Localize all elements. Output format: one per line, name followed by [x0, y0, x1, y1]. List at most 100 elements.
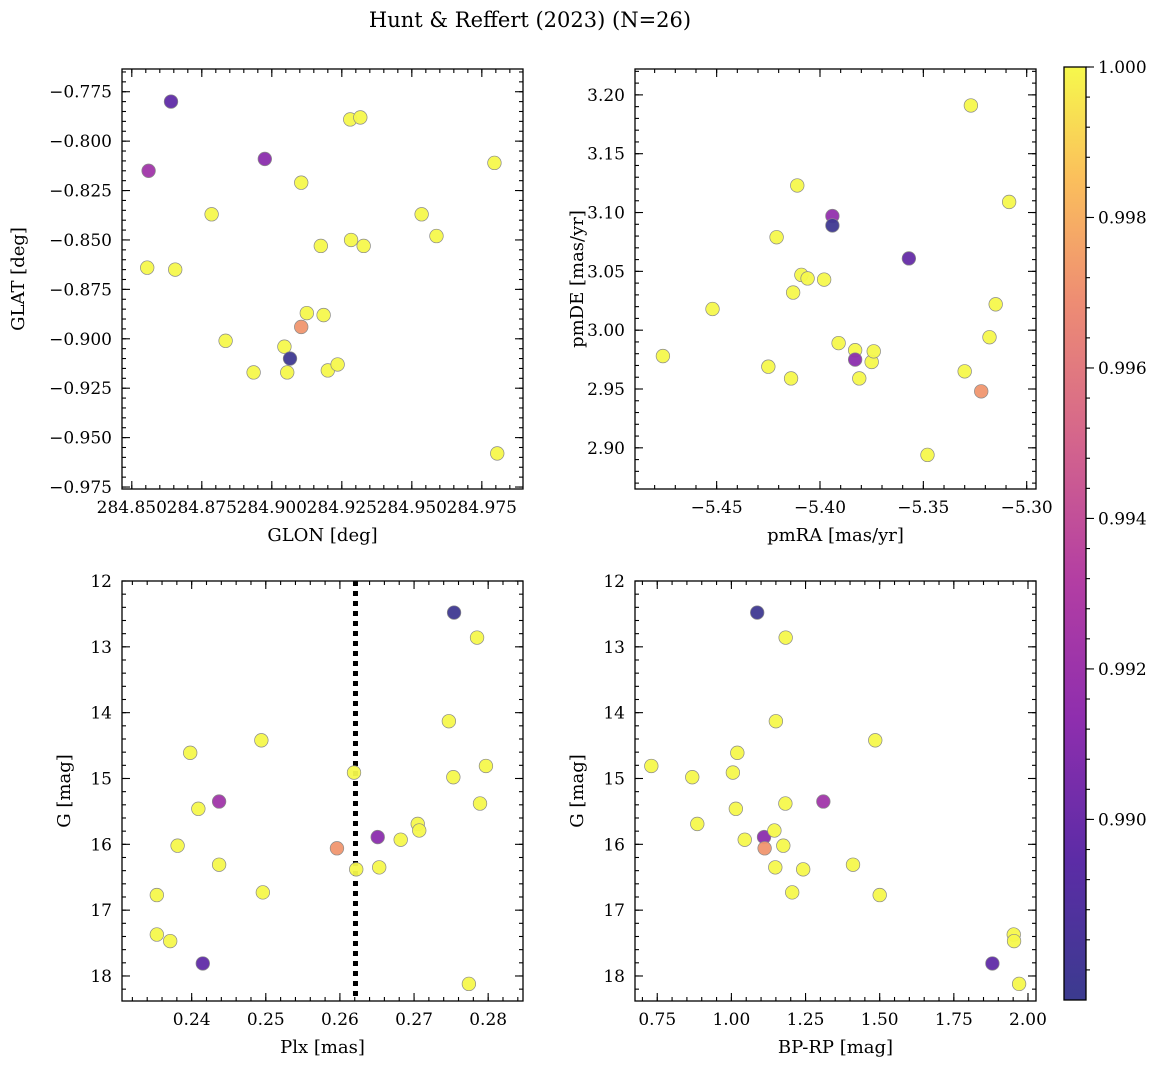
- scatter-point: [469, 630, 485, 645]
- x-tick-label: 0.75: [638, 1010, 676, 1030]
- scatter-point: [472, 796, 488, 811]
- y-tick-label: 18: [603, 967, 625, 987]
- scatter-point: [783, 371, 799, 386]
- scatter-point: [294, 319, 309, 335]
- scatter-point: [370, 829, 385, 845]
- scatter-point: [349, 862, 364, 877]
- colorbar-gradient: [1063, 66, 1087, 1001]
- scatter-point: [750, 605, 765, 620]
- y-tick-label: 2.95: [587, 380, 625, 400]
- scatter-point: [141, 163, 156, 178]
- x-tick-label: 284.950: [377, 498, 447, 518]
- scatter-point: [761, 359, 776, 374]
- scatter-point: [277, 339, 292, 354]
- x-tick-label: 0.24: [173, 1010, 211, 1030]
- scatter-point: [393, 832, 408, 847]
- scatter-point: [728, 801, 743, 816]
- scatter-point: [800, 271, 815, 286]
- colorbar-tick-label: 0.990: [1098, 810, 1147, 830]
- y-tick-label: 14: [90, 704, 112, 724]
- scatter-point: [329, 841, 345, 856]
- y-tick-label: −0.950: [49, 429, 112, 449]
- axes-frame: [121, 580, 524, 1002]
- scatter-point: [730, 745, 745, 760]
- scatter-point: [412, 823, 427, 838]
- scatter-point: [957, 364, 972, 379]
- scatter-point: [1001, 194, 1017, 210]
- y-tick-label: −0.875: [49, 280, 112, 300]
- scatter-point: [769, 230, 784, 245]
- scatter-point: [478, 758, 494, 774]
- scatter-point: [757, 841, 772, 856]
- scatter-point: [218, 333, 233, 348]
- scatter-point: [644, 758, 659, 774]
- scatter-point: [816, 272, 832, 287]
- y-tick-label: −0.975: [49, 478, 112, 498]
- colorbar-tick-label: 0.998: [1098, 208, 1147, 228]
- y-tick-label: 14: [603, 704, 625, 724]
- y-tick-label: 12: [603, 572, 625, 592]
- scatter-point: [776, 838, 791, 853]
- scatter-point: [211, 794, 227, 809]
- y-tick-label: 15: [603, 769, 625, 789]
- x-axis-label: pmRA [mas/yr]: [767, 525, 904, 546]
- scatter-point: [149, 927, 164, 942]
- y-tick-label: 18: [90, 967, 112, 987]
- scatter-point: [988, 297, 1003, 312]
- x-tick-label: 0.28: [469, 1010, 507, 1030]
- scatter-point: [1011, 976, 1027, 992]
- scatter-point: [163, 94, 179, 109]
- x-tick-label: −5.45: [691, 498, 743, 518]
- y-tick-label: 17: [603, 901, 625, 921]
- x-axis-label: GLON [deg]: [267, 525, 377, 546]
- scatter-point: [845, 857, 861, 872]
- scatter-point: [254, 733, 269, 748]
- scatter-point: [280, 365, 295, 380]
- colorbar: 0.990 0.992 0.994 0.996 0.998 1.000: [1063, 58, 1147, 1001]
- scatter-point: [487, 155, 502, 171]
- x-tick-label: 1.50: [861, 1010, 899, 1030]
- scatter-point: [294, 175, 309, 190]
- y-tick-label: −0.925: [49, 379, 112, 399]
- y-axis-label: G [mag]: [567, 754, 588, 827]
- scatter-point: [778, 630, 793, 645]
- scatter-point: [825, 218, 840, 233]
- y-tick-label: 16: [603, 835, 625, 855]
- y-axis-label: GLAT [deg]: [8, 227, 29, 331]
- x-tick-label: 0.25: [247, 1010, 285, 1030]
- x-axis-label: Plx [mas]: [280, 1037, 365, 1058]
- axes-frame: [634, 68, 1037, 490]
- scatter-point: [191, 801, 206, 816]
- x-tick-label: 0.26: [321, 1010, 359, 1030]
- scatter-point: [1006, 933, 1022, 949]
- scatter-point: [372, 860, 387, 875]
- scatter-point: [901, 251, 917, 266]
- scatter-point: [356, 238, 371, 254]
- y-tick-label: −0.825: [49, 182, 112, 202]
- y-tick-label: −0.900: [49, 330, 112, 350]
- scatter-point: [299, 305, 314, 321]
- scatter-point: [737, 832, 752, 847]
- scatter-point: [446, 770, 461, 785]
- scatter-point: [985, 956, 1000, 971]
- x-tick-label: 284.850: [97, 498, 167, 518]
- scatter-point: [852, 371, 867, 386]
- panel-glon-glat: 284.850 284.875 284.900 284.925 284.950 284.9…: [8, 68, 524, 546]
- scatter-point: [163, 933, 178, 949]
- y-tick-label: 16: [90, 835, 112, 855]
- scatter-point: [168, 262, 183, 277]
- x-axis-label: BP-RP [mag]: [778, 1037, 893, 1058]
- scatter-point: [816, 794, 831, 809]
- axes-frame: [121, 68, 524, 490]
- scatter-point: [316, 307, 331, 323]
- panel-plx-g: 0.24 0.25 0.26 0.27 0.28 12 13 14 15 16 17 18 Plx [m…: [54, 572, 524, 1058]
- scatter-point: [149, 887, 164, 903]
- scatter-point: [920, 447, 935, 463]
- scatter-point: [140, 260, 155, 275]
- scatter-point: [429, 228, 444, 244]
- scatter-point: [785, 885, 800, 900]
- scatter-point: [346, 765, 362, 780]
- scatter-point: [655, 348, 671, 364]
- x-tick-label: 0.27: [395, 1010, 433, 1030]
